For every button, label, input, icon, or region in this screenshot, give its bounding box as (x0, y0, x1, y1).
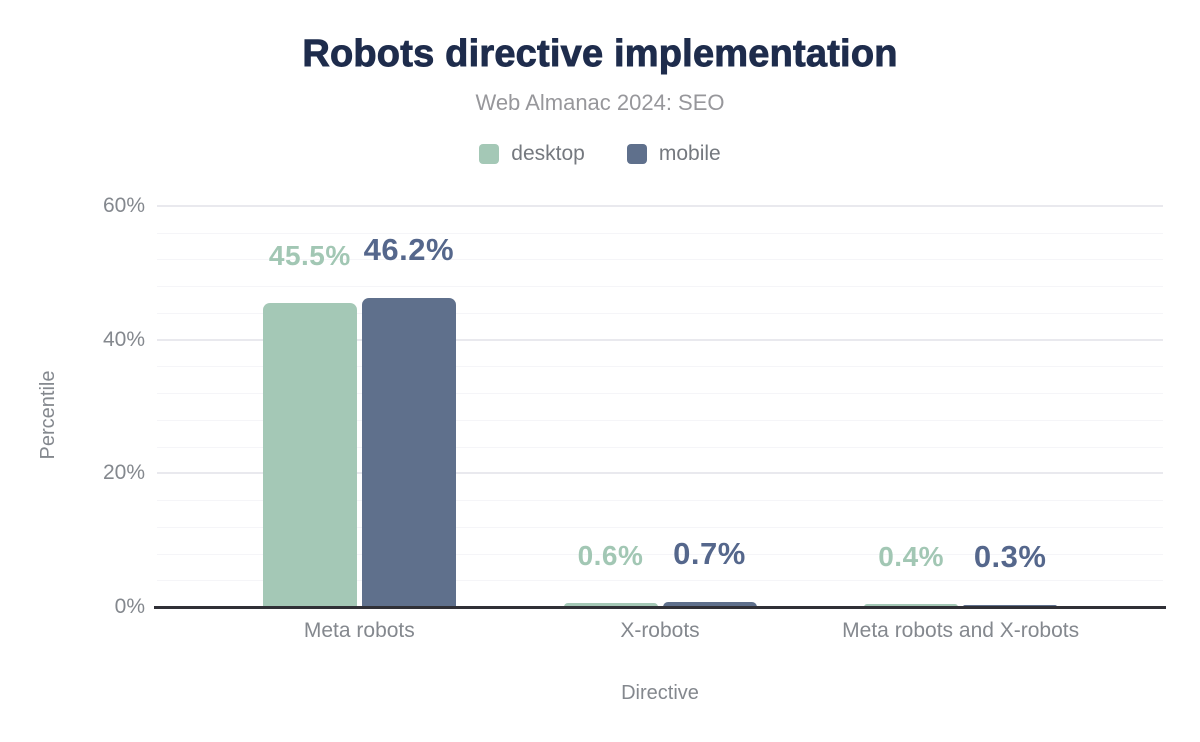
minor-gridline (157, 393, 1163, 395)
y-tick-label: 0% (114, 595, 145, 618)
value-label-desktop-1: 0.6% (577, 540, 644, 571)
y-tick-label: 60% (102, 194, 145, 217)
value-label-mobile-2: 0.3% (973, 539, 1047, 574)
minor-gridline (157, 259, 1163, 261)
bar-mobile-1 (662, 602, 757, 607)
major-gridline (157, 338, 1163, 341)
legend-label: desktop (511, 142, 585, 165)
major-gridline (157, 472, 1163, 475)
minor-gridline (157, 500, 1163, 502)
legend-item-mobile: mobile (626, 142, 721, 166)
minor-gridline (157, 419, 1163, 421)
x-category-label: X-robots (620, 619, 700, 642)
x-category-label: Meta robots (303, 619, 415, 642)
plot-area: 45.5% 46.2% 0.6% 0.7% 0.4% 0.3% (154, 205, 1166, 609)
y-axis-title: Percentile (37, 370, 59, 460)
bar-desktop-1 (563, 603, 658, 607)
legend-item-desktop: desktop (479, 142, 585, 166)
value-label-mobile-1: 0.7% (673, 536, 746, 572)
minor-gridline (157, 366, 1163, 368)
minor-gridline (157, 312, 1163, 314)
x-axis-line (154, 606, 1166, 609)
minor-gridline (157, 526, 1163, 528)
minor-gridline (157, 286, 1163, 288)
minor-gridline (157, 232, 1163, 234)
value-label-desktop-2: 0.4% (878, 541, 945, 573)
bar-desktop-2 (864, 604, 959, 607)
major-gridline (157, 205, 1163, 207)
legend-swatch-mobile (626, 144, 647, 164)
x-category-label: Meta robots and X-robots (842, 619, 1080, 642)
chart-title: Robots directive implementation (302, 33, 898, 76)
minor-gridline (157, 446, 1163, 448)
value-label-mobile-0: 46.2% (363, 232, 455, 268)
value-label-desktop-0: 45.5% (268, 239, 351, 271)
chart-subtitle: Web Almanac 2024: SEO (475, 90, 725, 115)
legend-label: mobile (658, 142, 721, 165)
legend-swatch-desktop (479, 144, 500, 164)
y-tick-label: 20% (102, 461, 145, 485)
x-axis-title: Directive (621, 682, 699, 704)
minor-gridline (157, 553, 1163, 555)
bar-desktop-0 (262, 302, 357, 607)
y-tick-label: 40% (102, 327, 145, 351)
legend: desktop mobile (0, 142, 1200, 166)
bar-mobile-0 (361, 298, 456, 607)
minor-gridline (157, 580, 1163, 582)
